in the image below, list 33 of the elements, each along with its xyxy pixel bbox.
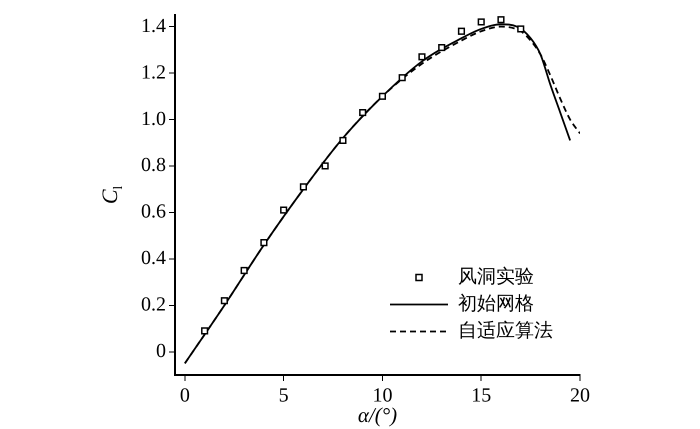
point: [201, 327, 208, 334]
point: [398, 74, 406, 82]
point: [517, 25, 524, 33]
point: [322, 162, 329, 170]
point: [240, 266, 248, 274]
legend-label: 自适应算法: [458, 319, 553, 342]
x-tick-label: 15: [471, 384, 492, 406]
point: [339, 136, 347, 144]
point: [359, 108, 366, 116]
x-tick-label: 5: [278, 384, 289, 406]
legend-label: 初始网格: [458, 292, 534, 314]
y-tick-label: 0.8: [141, 154, 166, 176]
y-tick-label: 1.0: [141, 108, 166, 130]
x-tick-label: 20: [570, 384, 590, 406]
point: [478, 18, 485, 26]
y-tick-label: 0.2: [141, 294, 166, 316]
point: [300, 183, 307, 190]
point: [260, 239, 268, 246]
y-axis-title: Cl: [97, 185, 125, 204]
point: [220, 297, 228, 304]
point: [280, 206, 288, 214]
x-tick-label: 0: [180, 384, 190, 406]
legend-label: 风洞实验: [458, 265, 534, 288]
y-tick-label: 0.4: [141, 247, 166, 270]
y-tick-label: 1.2: [141, 61, 166, 84]
point: [497, 16, 505, 24]
point: [378, 92, 386, 100]
point: [418, 53, 426, 60]
y-tick-label: 0.6: [141, 200, 166, 223]
y-tick-label: 0: [156, 340, 166, 362]
y-tick-label: 1.4: [141, 14, 166, 37]
point: [458, 28, 466, 35]
point: [438, 44, 446, 52]
